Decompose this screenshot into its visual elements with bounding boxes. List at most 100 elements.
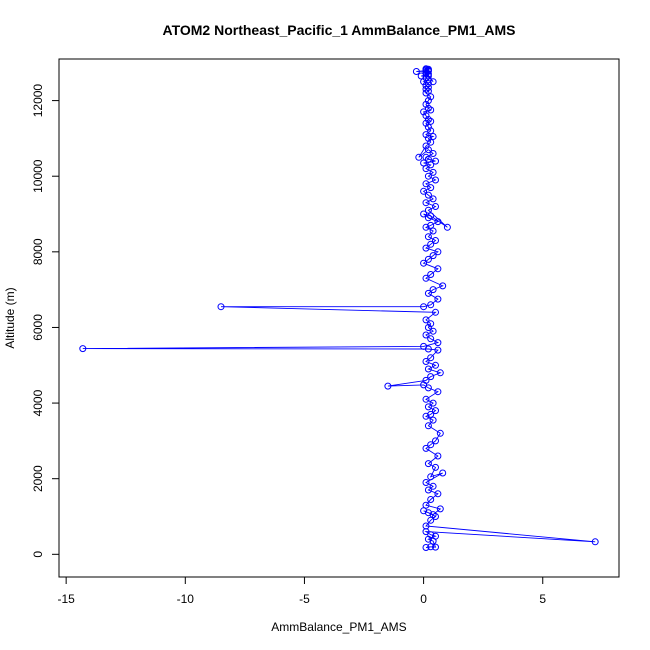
x-tick-label: 5 — [539, 592, 546, 606]
data-point — [427, 271, 435, 278]
data-point — [424, 172, 432, 180]
data-point — [434, 388, 442, 396]
data-point — [422, 274, 430, 282]
data-point — [422, 180, 430, 188]
data-point — [432, 237, 439, 244]
plot-area-frame — [58, 58, 620, 578]
data-point — [424, 509, 432, 517]
data-point — [434, 295, 442, 303]
data-point — [429, 482, 437, 490]
data-point — [424, 116, 432, 123]
data-point — [429, 286, 437, 294]
data-point — [432, 176, 439, 184]
series-line — [82, 68, 596, 548]
data-point — [429, 416, 437, 424]
data-point — [422, 479, 430, 486]
data-point — [420, 342, 428, 350]
y-tick-label: 2000 — [31, 465, 45, 492]
data-point — [422, 119, 430, 127]
data-point — [422, 376, 430, 384]
data-point — [432, 407, 439, 415]
data-point — [412, 68, 420, 75]
data-point — [420, 259, 428, 267]
data-point — [424, 403, 432, 411]
data-point — [422, 100, 430, 108]
data-point — [420, 159, 428, 167]
y-tick-label: 4000 — [31, 389, 45, 416]
data-point — [415, 153, 423, 161]
data-point — [424, 134, 432, 142]
data-point — [432, 437, 439, 445]
data-point — [422, 65, 430, 73]
data-point — [434, 490, 442, 498]
data-point — [424, 146, 432, 154]
series-layer — [79, 65, 599, 551]
data-point — [432, 543, 439, 551]
data-point — [422, 412, 430, 420]
data-point — [429, 327, 437, 335]
data-point — [427, 441, 435, 449]
data-point — [424, 191, 432, 199]
data-point — [429, 227, 437, 235]
data-point — [427, 127, 435, 135]
data-point — [422, 112, 430, 120]
data-point — [427, 496, 435, 503]
data-point — [424, 233, 432, 241]
data-point — [424, 324, 432, 331]
data-point — [432, 532, 439, 540]
data-point — [436, 369, 444, 377]
data-point — [422, 244, 430, 252]
x-tick-label: -15 — [57, 592, 75, 606]
data-point — [432, 308, 439, 316]
data-point — [420, 187, 428, 195]
data-point — [79, 345, 87, 353]
data-point — [422, 316, 430, 324]
data-point — [420, 303, 428, 311]
data-point — [427, 221, 435, 229]
data-point — [427, 373, 435, 381]
data-point — [427, 301, 435, 309]
data-point — [427, 473, 435, 481]
data-point — [591, 538, 599, 546]
data-point — [424, 80, 432, 88]
data-point — [424, 214, 432, 222]
data-point — [427, 354, 435, 362]
y-tick-label: 12000 — [31, 84, 45, 118]
data-point — [384, 382, 392, 390]
y-tick-label: 6000 — [31, 314, 45, 341]
data-point — [424, 123, 432, 131]
data-point — [427, 320, 435, 328]
data-point — [427, 106, 435, 114]
data-point — [432, 157, 439, 165]
x-axis-label: AmmBalance_PM1_AMS — [271, 620, 406, 634]
data-point — [427, 410, 435, 418]
data-point — [429, 133, 437, 140]
data-point — [436, 505, 444, 513]
data-point — [427, 161, 435, 169]
data-point — [424, 460, 432, 468]
data-point — [427, 543, 435, 551]
data-point — [429, 168, 437, 176]
data-point — [436, 429, 444, 437]
chart-title: ATOM2 Northeast_Pacific_1 AmmBalance_PM1… — [163, 22, 516, 38]
data-point — [422, 444, 430, 452]
data-point — [420, 108, 428, 116]
x-tick-label: 0 — [420, 592, 427, 606]
data-point — [429, 150, 437, 157]
data-point — [422, 501, 430, 509]
x-axis: -15 -10 -5 0 5 — [57, 576, 546, 606]
x-tick-label: -5 — [299, 592, 310, 606]
y-axis: 0 2000 4000 6000 8000 10000 12000 — [31, 84, 60, 558]
data-point — [420, 78, 428, 86]
y-tick-label: 10000 — [31, 159, 45, 193]
x-tick-label: -10 — [177, 592, 195, 606]
data-point — [424, 422, 432, 430]
data-point — [429, 252, 437, 260]
y-axis-label: Altitude (m) — [3, 287, 17, 348]
data-point — [424, 365, 432, 373]
data-point — [424, 65, 432, 73]
data-point — [432, 203, 439, 210]
data-point — [422, 358, 430, 365]
data-point — [422, 165, 430, 173]
